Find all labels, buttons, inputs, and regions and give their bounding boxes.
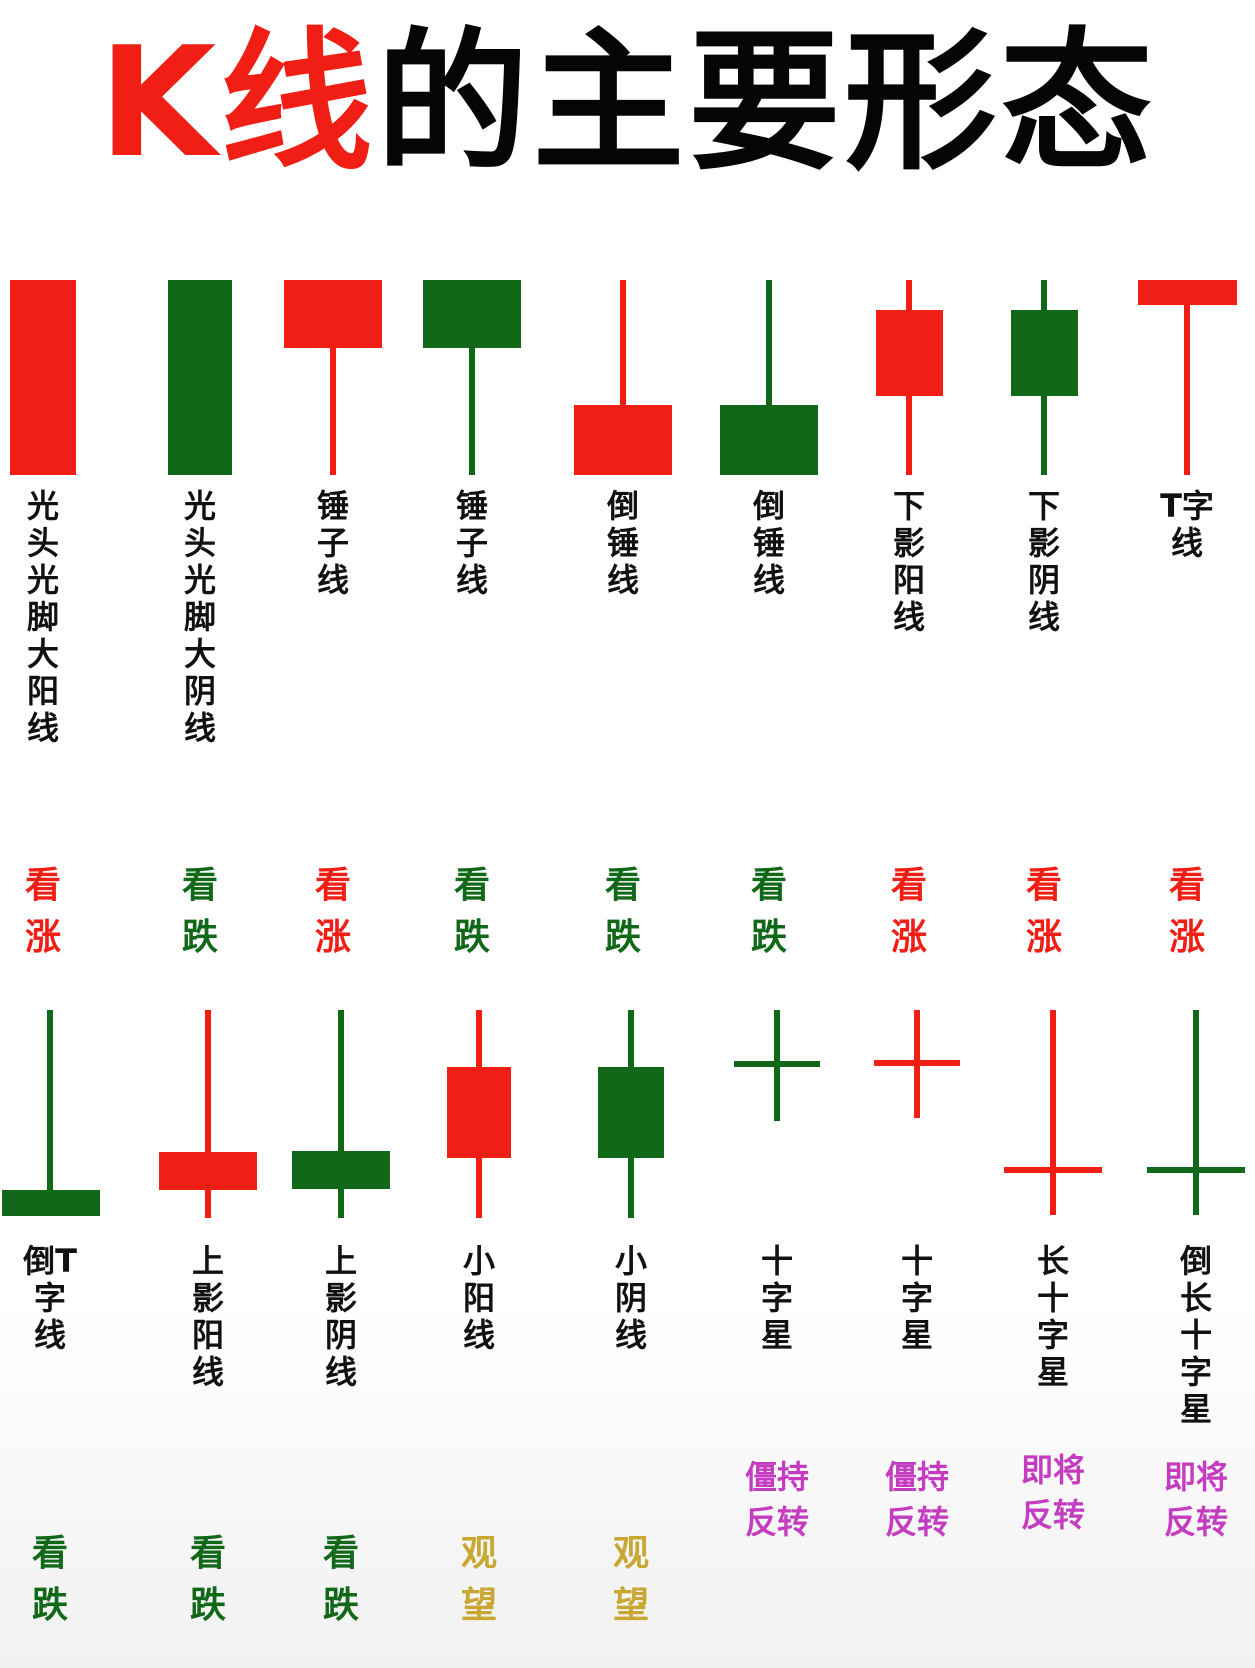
candle-wick [469,345,475,475]
candle-name-label: 锤子线 [455,487,488,599]
signal-label: 看涨 [314,865,351,958]
candle-name-label: 小阴线 [614,1242,647,1354]
candle-name-label: 倒锤线 [606,487,639,599]
doji-line [734,1061,820,1067]
signal-label: 即将反转 [1020,1451,1085,1534]
signal-label: 看跌 [322,1533,359,1626]
candle-body [423,280,521,348]
signal-label: 看涨 [1168,865,1205,958]
signal-label: 即将反转 [1163,1458,1228,1541]
signal-label: 看跌 [181,865,218,958]
candle-name-label: 十字星 [900,1242,933,1354]
candle-body [292,1151,390,1189]
signal-label: 看涨 [890,865,927,958]
candle-wick [1184,300,1190,475]
signal-label: 看涨 [1025,865,1062,958]
candle-name-label: 下影阴线 [1027,487,1060,636]
candle-body [720,405,818,475]
candle-body [598,1067,664,1158]
candle-body [447,1067,511,1158]
candle-body [574,405,672,475]
candle-name-label: 锤子线 [316,487,349,599]
candle-wick [338,1010,344,1218]
signal-label: 看跌 [189,1533,226,1626]
signal-label: 看跌 [604,865,641,958]
candle-body [284,280,382,348]
candle-body [876,310,943,396]
signal-label: 观望 [460,1533,497,1626]
signal-label: 看涨 [24,865,61,958]
candle-name-label: 光头光脚大阴线 [183,487,216,747]
signal-label: 观望 [612,1533,649,1626]
candle-wick [205,1010,211,1218]
candle-body [10,280,76,475]
candle-name-label: 倒T字线 [23,1242,77,1354]
title-k-line: K线 [98,14,377,191]
candle-body [168,280,232,475]
page-title: K线的主要形态 [0,18,1255,188]
candle-name-label: 光头光脚大阳线 [26,487,59,747]
signal-label: 看跌 [453,865,490,958]
candle-name-label: 倒锤线 [752,487,785,599]
candle-name-label: 上影阴线 [324,1242,357,1391]
candle-body [159,1152,257,1190]
candle-name-label: 长十字星 [1036,1242,1069,1391]
doji-line [1147,1167,1245,1173]
signal-label: 看跌 [31,1533,68,1626]
doji-line [874,1060,960,1066]
candle-name-label: T字线 [1160,487,1214,562]
candle-body [2,1190,100,1216]
candle-wick [330,345,336,475]
signal-label: 僵持反转 [744,1458,809,1541]
candle-wick [1050,1010,1056,1215]
doji-line [1004,1167,1102,1173]
candle-name-label: 下影阳线 [892,487,925,636]
candle-name-label: 倒长十字星 [1179,1242,1212,1428]
signal-label: 僵持反转 [884,1458,949,1541]
candle-wick [1193,1010,1199,1215]
candle-name-label: 小阳线 [462,1242,495,1354]
candle-name-label: 上影阳线 [191,1242,224,1391]
candle-body [1011,310,1078,396]
candle-wick [47,1010,53,1195]
signal-label: 看跌 [750,865,787,958]
candle-wick [620,280,626,410]
candle-name-label: 十字星 [760,1242,793,1354]
title-main-forms: 的主要形态 [376,14,1157,191]
candle-wick [766,280,772,410]
